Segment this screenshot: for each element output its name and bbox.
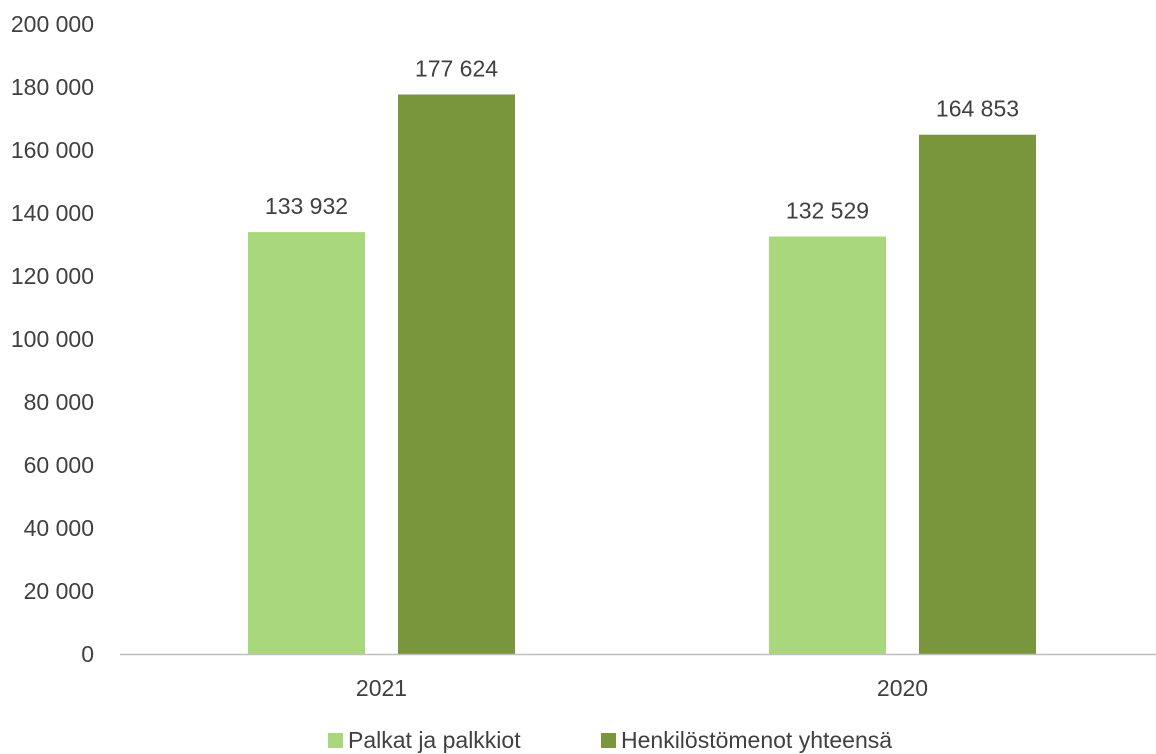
y-axis-ticks: 0 20 000 40 000 60 000 80 000 100 000 120 000 1… [11, 11, 94, 667]
y-tick-label: 0 [81, 641, 94, 667]
y-tick-label: 120 000 [11, 263, 94, 289]
bars [248, 94, 1036, 655]
y-tick-label: 200 000 [11, 11, 94, 37]
bar-2020-series-1 [919, 134, 1036, 655]
y-tick-label: 80 000 [24, 389, 94, 415]
y-tick-label: 20 000 [24, 578, 94, 604]
data-labels: 133 932 177 624 132 529 164 853 [265, 55, 1019, 223]
y-tick-label: 40 000 [24, 515, 94, 541]
legend-swatch [601, 733, 616, 748]
y-tick-label: 180 000 [11, 74, 94, 100]
legend-swatch [328, 733, 343, 748]
data-label: 164 853 [936, 96, 1019, 122]
legend-label: Henkilöstömenot yhteensä [621, 727, 892, 753]
legend: Palkat ja palkkiot Henkilöstömenot yhteen… [328, 727, 892, 753]
x-axis-ticks: 2021 2020 [356, 675, 928, 701]
y-tick-label: 140 000 [11, 200, 94, 226]
data-label: 133 932 [265, 193, 348, 219]
y-tick-label: 160 000 [11, 137, 94, 163]
y-tick-label: 60 000 [24, 452, 94, 478]
data-label: 177 624 [415, 55, 498, 81]
legend-label: Palkat ja palkkiot [348, 727, 521, 753]
x-tick-label: 2020 [877, 675, 928, 701]
bar-2021-series-1 [398, 94, 515, 655]
x-tick-label: 2021 [356, 675, 407, 701]
y-tick-label: 100 000 [11, 326, 94, 352]
bar-2020-series-0 [769, 236, 886, 655]
bar-2021-series-0 [248, 232, 365, 654]
data-label: 132 529 [786, 198, 869, 224]
